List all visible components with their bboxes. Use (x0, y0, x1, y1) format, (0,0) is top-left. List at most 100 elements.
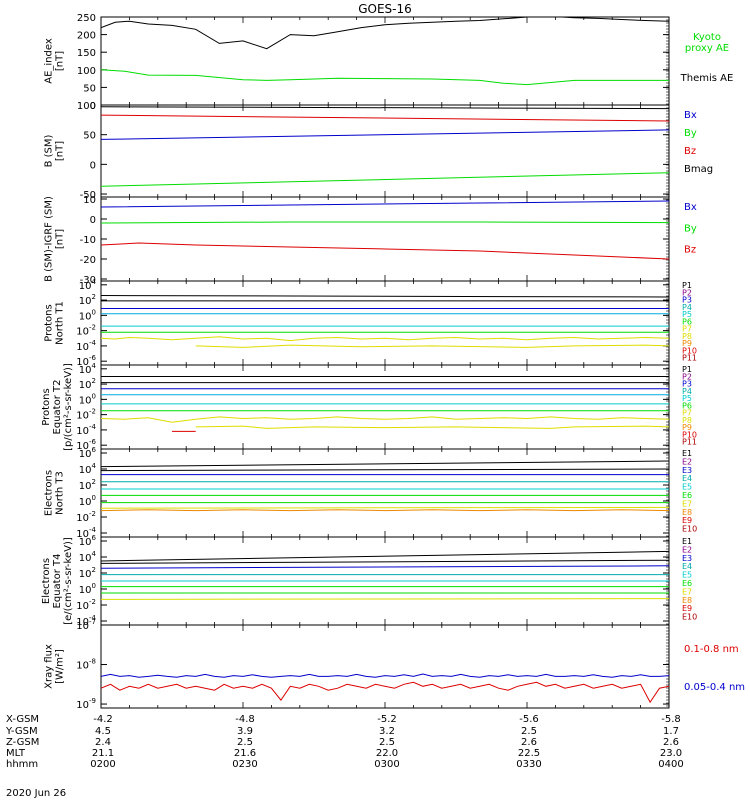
legend-entry: Bmag (684, 164, 713, 175)
legend-entry: E1 (682, 449, 692, 458)
legend-entry: Bz (684, 146, 696, 157)
series-line-enorth-8 (101, 509, 669, 512)
x-axis-value: -4.2 (93, 714, 113, 725)
x-axis-value: -4.8 (235, 714, 255, 725)
y-axis-label: [nT] (55, 229, 66, 249)
x-axis-value: 21.1 (92, 748, 114, 759)
x-axis-row-label: hhmm (6, 759, 38, 770)
y-tick-label: 10-4 (76, 339, 96, 353)
legend-entry: P6 (682, 401, 692, 410)
legend-entry: E2 (682, 545, 692, 554)
series-line-pnorth-0 (101, 295, 669, 298)
y-tick-label: -20 (80, 255, 96, 266)
panel-frame (100, 104, 670, 198)
legend-entry: E6 (682, 491, 692, 500)
y-axis-label: Electrons (41, 558, 52, 604)
x-axis-value: 23.0 (660, 748, 682, 759)
legend-entry: E5 (682, 483, 692, 492)
y-tick-label: 10-2 (76, 324, 96, 338)
x-axis-value: 3.2 (379, 726, 395, 737)
legend-entry: P10 (682, 430, 697, 439)
panel-frame (100, 364, 670, 450)
legend-entry: E7 (682, 499, 692, 508)
series-line-enorth-0 (101, 460, 669, 468)
legend-entry: P2 (682, 288, 692, 297)
x-axis-value: -5.6 (519, 714, 539, 725)
y-tick-label: -10 (80, 235, 96, 246)
x-axis-value: 2.5 (379, 737, 395, 748)
y-axis-label: [nT] (55, 141, 66, 161)
series-line-pequator-7 (195, 425, 669, 429)
y-tick-label: 10-4 (76, 423, 96, 437)
legend-entry: P1 (682, 365, 692, 374)
y-axis-label: B (SM) (44, 134, 55, 167)
legend-entry: P7 (682, 325, 692, 334)
y-tick-label: 104 (79, 462, 97, 476)
legend-entry: E9 (682, 516, 692, 525)
legend-entry: E3 (682, 466, 692, 475)
series-line-enorth-1 (101, 468, 669, 472)
y-axis-label: B (SM)-IGRF (SM) (44, 196, 55, 282)
y-tick-label: 10-2 (76, 408, 96, 422)
series-line-xray-1 (101, 673, 669, 678)
y-tick-label: -30 (80, 275, 96, 286)
y-tick-label: 10 (83, 195, 96, 206)
series-line-xray-0 (101, 681, 669, 704)
legend-entry: P4 (682, 303, 692, 312)
legend-entry: E9 (682, 604, 692, 613)
legend-entry: P4 (682, 387, 692, 396)
x-axis-row-label: MLT (6, 748, 26, 759)
series-line-bigrf-1 (101, 221, 669, 224)
y-tick-label: 100 (79, 494, 96, 508)
y-axis-label: North T3 (55, 471, 66, 515)
y-tick-label: 106 (79, 446, 97, 460)
legend-entry: E2 (682, 457, 692, 466)
legend-entry: Bx (684, 202, 697, 213)
x-axis-value: -5.8 (661, 714, 681, 725)
legend-entry: P11 (682, 354, 697, 363)
y-axis-label: AE_index (44, 38, 55, 84)
x-axis-value: 0200 (90, 759, 115, 770)
x-axis-row-label: X-GSM (6, 714, 39, 725)
legend-entry: E6 (682, 579, 692, 588)
legend-entry: Bz (684, 245, 696, 256)
x-axis-row-label: Y-GSM (5, 726, 38, 737)
series-line-eequator-2 (101, 565, 669, 569)
legend-entry: P7 (682, 409, 692, 418)
x-axis-value: 0230 (232, 759, 257, 770)
series-line-bsm-2 (101, 114, 669, 122)
legend-entry: 0.1-0.8 nm (684, 644, 739, 655)
panel-frame (100, 16, 670, 106)
figure-title: GOES-16 (358, 2, 412, 16)
legend-entry: By (684, 223, 697, 234)
series-line-pequator-6 (101, 416, 669, 423)
y-axis-label: [nT] (55, 51, 66, 71)
panel-bsm: -50 0 50 100 B (SM) [nT] Bx By Bz Bmag (44, 101, 714, 201)
y-axis-label: Equator T4 (52, 554, 63, 609)
panel-bigrf: -30 -20 -10 0 10 B (SM)-IGRF (SM) [nT] Bx By Bz (44, 195, 697, 286)
y-axis-label: North T1 (55, 301, 66, 345)
legend-entry: P6 (682, 317, 692, 326)
y-tick-label: 104 (79, 278, 97, 292)
y-tick-label: -50 (80, 190, 96, 201)
legend-entry: Kyoto (693, 32, 721, 43)
series-line-bigrf-0 (101, 200, 669, 208)
x-axis-value: 0300 (374, 759, 399, 770)
y-axis-label: [e/(cm²-s-sr-keV)] (63, 537, 74, 625)
y-tick-label: 0 (90, 215, 96, 226)
legend-entry: P11 (682, 438, 697, 447)
y-tick-label: 250 (77, 13, 96, 24)
legend-entry: P1 (682, 281, 692, 290)
y-tick-label: 100 (79, 582, 96, 596)
legend-entry: E8 (682, 508, 692, 517)
y-tick-label: 104 (79, 362, 97, 376)
legend-entry: P8 (682, 416, 692, 425)
y-tick-label: 50 (83, 83, 96, 94)
y-tick-label: 200 (77, 31, 96, 42)
series-line-eequator-1 (101, 559, 669, 564)
